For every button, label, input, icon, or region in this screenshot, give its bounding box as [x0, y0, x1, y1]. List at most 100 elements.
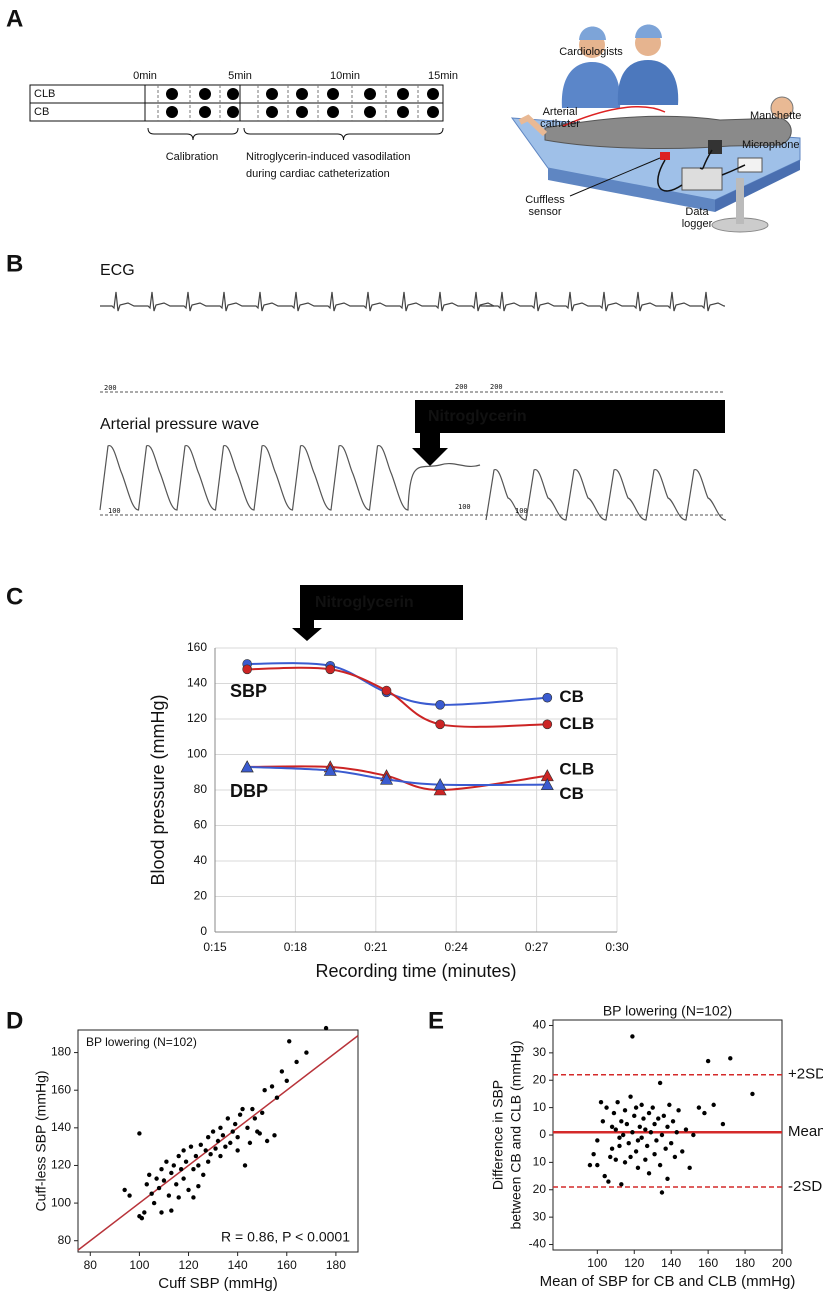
x-axis-label: Mean of SBP for CB and CLB (mmHg) [540, 1273, 796, 1290]
wires [657, 149, 746, 192]
point [257, 1131, 262, 1136]
point [595, 1138, 600, 1143]
timeline-time: 5min [228, 70, 252, 82]
annotation-arrow [412, 433, 448, 466]
point [687, 1165, 692, 1171]
point [215, 1138, 221, 1144]
point [622, 1108, 628, 1113]
timeline-time: 10min [330, 70, 360, 82]
point [600, 1119, 606, 1124]
timeline-time: 0min [133, 70, 157, 82]
x-tick-label: 0:27 [525, 940, 549, 954]
x-tick-label: 160 [277, 1258, 297, 1272]
point [260, 1110, 265, 1115]
timeline-dot [199, 106, 211, 118]
timeline-dot [227, 106, 239, 118]
bed-side [548, 168, 715, 212]
illustration-label: Arterial [543, 106, 578, 118]
point [609, 1146, 615, 1151]
group-label: DBP [230, 781, 268, 801]
timeline-dot [364, 106, 376, 118]
point [705, 1058, 711, 1064]
point [628, 1154, 633, 1160]
y-axis-label: Blood pressure (mmHg) [148, 694, 168, 885]
marker [323, 763, 337, 776]
point [608, 1154, 613, 1160]
point [683, 1127, 689, 1132]
point [657, 1080, 663, 1086]
scale-label: 200 [455, 383, 468, 391]
scale-label: 100 [108, 507, 121, 515]
annotation: R = 0.86, P < 0.0001 [221, 1229, 350, 1245]
point [657, 1162, 663, 1168]
point [676, 1108, 681, 1113]
point [147, 1172, 152, 1178]
x-tick-label: 0:21 [364, 940, 388, 954]
annotation: BP lowering (N=102) [86, 1035, 197, 1049]
pointer [569, 157, 661, 197]
chart-title: BP lowering (N=102) [603, 1003, 732, 1019]
pressure-trace [99, 445, 481, 511]
point [626, 1141, 631, 1146]
timeline-dot [397, 88, 409, 100]
y-tick-label: 30 [533, 1209, 547, 1223]
point [613, 1127, 618, 1132]
pressure-trace [485, 469, 727, 521]
timeline-dot [397, 106, 409, 118]
scale-label: 100 [515, 507, 528, 515]
x-tick-label: 140 [661, 1256, 681, 1270]
annotation-arrow [292, 620, 322, 641]
point [235, 1135, 240, 1140]
y-tick-label: 80 [194, 782, 208, 796]
y-tick-label: 160 [187, 640, 207, 654]
point [245, 1125, 250, 1131]
y-tick-label: 100 [187, 747, 207, 761]
panel-label: E [428, 1007, 444, 1034]
point [630, 1130, 635, 1135]
y-tick-label: 10 [533, 1155, 547, 1169]
point [191, 1195, 196, 1200]
timeline-dot [266, 88, 278, 100]
series-label: CLB [559, 714, 594, 733]
point [702, 1110, 707, 1116]
patient-head [770, 96, 794, 120]
x-tick-label: 160 [698, 1256, 718, 1270]
y-tick-label: 30 [533, 1045, 547, 1059]
y-tick-label: 60 [194, 818, 208, 832]
y-tick-label: 0 [200, 924, 207, 938]
marker [325, 664, 336, 675]
point [203, 1148, 208, 1153]
point [632, 1113, 637, 1119]
point [630, 1034, 635, 1039]
point [646, 1110, 652, 1116]
panel-label: C [6, 583, 23, 610]
point [668, 1141, 674, 1146]
stand [736, 178, 744, 224]
point [166, 1193, 172, 1198]
series-line [247, 765, 548, 792]
point [169, 1170, 174, 1176]
point [680, 1149, 685, 1154]
point [269, 1084, 275, 1089]
x-axis-label: Recording time (minutes) [315, 961, 516, 981]
point [643, 1157, 648, 1162]
point [161, 1178, 167, 1183]
y-tick-label: 120 [187, 711, 207, 725]
marker [381, 685, 392, 696]
plot-frame [552, 1019, 783, 1251]
point [186, 1187, 191, 1193]
phase-label: during cardiac catheterization [246, 168, 390, 180]
point [137, 1214, 142, 1219]
point [159, 1167, 164, 1172]
point [164, 1159, 169, 1164]
point [656, 1116, 661, 1121]
point [154, 1176, 159, 1181]
y-tick-label: 80 [58, 1233, 72, 1247]
point [624, 1121, 630, 1127]
ecg-trace [100, 291, 495, 312]
x-tick-label: 180 [735, 1256, 755, 1270]
point [137, 1131, 142, 1136]
x-tick-label: 0:30 [605, 940, 629, 954]
series-label: CB [559, 784, 584, 803]
